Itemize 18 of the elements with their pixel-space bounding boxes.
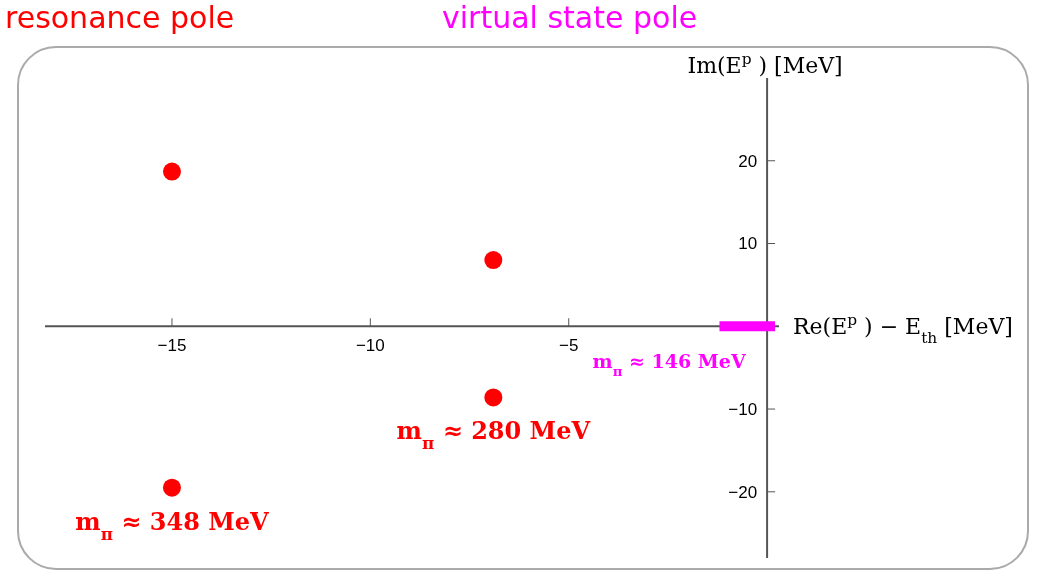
y-tick-label: 20 (738, 151, 758, 171)
x-tick-label: −10 (355, 336, 385, 356)
point (484, 251, 503, 270)
x-tick-label: −15 (157, 336, 187, 356)
point (484, 388, 503, 407)
x-axis-title: Re(E$^{p}$) − E$_{th}$ [MeV] (793, 310, 1013, 347)
annotation: m$_{π}$ ≈ 348 MeV (75, 506, 270, 544)
annotation: m$_{π}$ ≈ 146 MeV (592, 350, 747, 379)
y-tick-label: 10 (738, 234, 758, 254)
point (162, 162, 181, 181)
text: resonance pole (5, 0, 235, 35)
x-tick-label: −5 (559, 336, 579, 356)
y-axis-title: Im(E$^{p}$) [MeV] (687, 50, 843, 78)
y-tick-label: −10 (728, 399, 758, 419)
y-tick-label: −20 (728, 482, 758, 502)
point (162, 478, 181, 497)
text: virtual state pole (442, 0, 698, 35)
annotation: m$_{π}$ ≈ 280 MeV (396, 416, 591, 454)
